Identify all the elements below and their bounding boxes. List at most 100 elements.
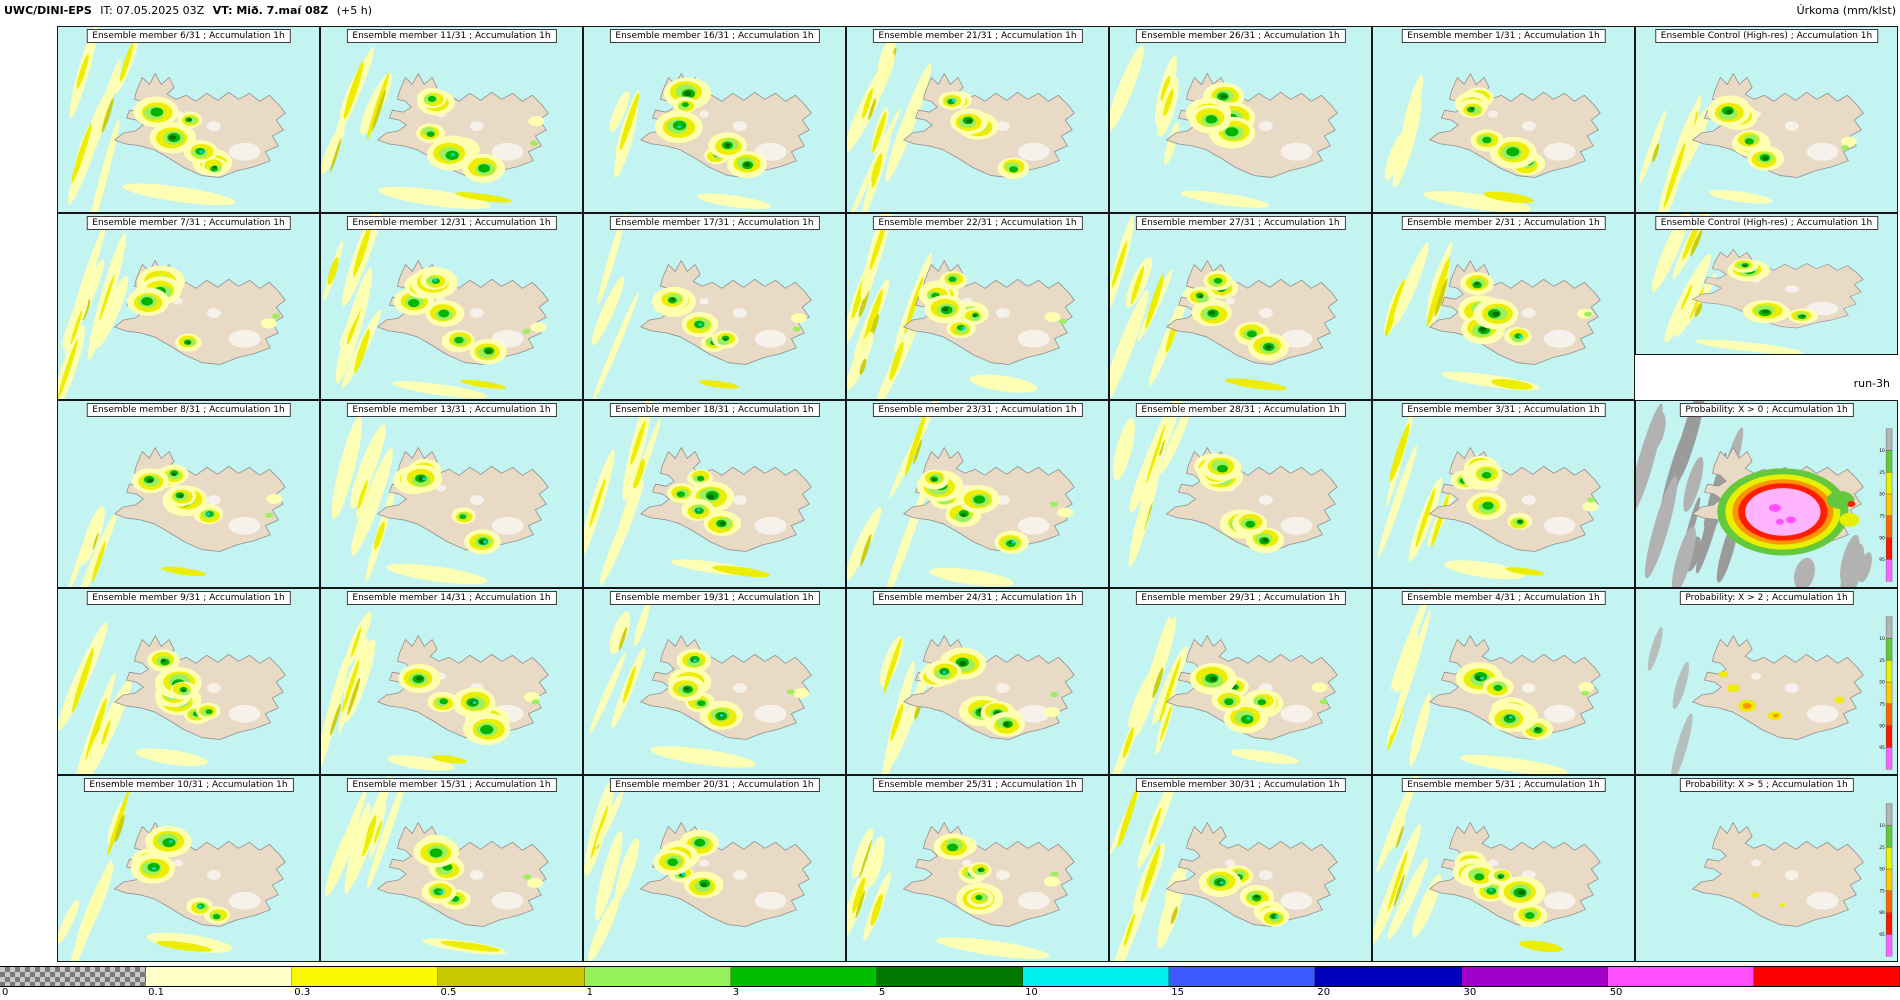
forecast-panel[interactable]: Ensemble member 20/31 ; Accumulation 1h [583, 774, 846, 962]
unit-label: Úrkoma (mm/klst) [1796, 4, 1896, 17]
panel-cell: Ensemble Control (High-res) ; Accumulati… [1635, 26, 1898, 214]
map-svg [584, 214, 845, 400]
panel-title: Ensemble member 6/31 ; Accumulation 1h [86, 29, 291, 43]
panel-cell: Ensemble member 20/31 ; Accumulation 1h [583, 774, 846, 962]
forecast-panel[interactable]: Ensemble member 27/31 ; Accumulation 1h [1109, 213, 1372, 401]
panel-cell: Ensemble member 28/31 ; Accumulation 1h [1109, 400, 1372, 588]
panel-cell: Ensemble member 15/31 ; Accumulation 1h [320, 774, 583, 962]
forecast-panel[interactable]: Ensemble Control (High-res) ; Accumulati… [1635, 26, 1898, 214]
forecast-panel[interactable]: Ensemble member 16/31 ; Accumulation 1h [583, 26, 846, 214]
panel-cell: Ensemble member 30/31 ; Accumulation 1h [1109, 774, 1372, 962]
colorbar-label: 15 [1171, 987, 1184, 998]
forecast-panel[interactable]: Ensemble member 29/31 ; Accumulation 1h [1109, 587, 1372, 775]
panel-title: Ensemble member 22/31 ; Accumulation 1h [872, 216, 1083, 231]
colorbar-label: 3 [732, 987, 740, 998]
panel-title: Ensemble member 27/31 ; Accumulation 1h [1135, 216, 1346, 231]
panel-cell: Ensemble member 21/31 ; Accumulation 1h [846, 26, 1109, 214]
forecast-panel[interactable]: Ensemble member 6/31 ; Accumulation 1h [57, 26, 320, 214]
forecast-panel[interactable]: Ensemble member 22/31 ; Accumulation 1h [846, 213, 1109, 401]
panel-cell: Ensemble member 9/31 ; Accumulation 1h [57, 587, 320, 775]
forecast-panel[interactable]: Ensemble member 18/31 ; Accumulation 1h [583, 400, 846, 588]
forecast-panel[interactable]: Ensemble member 3/31 ; Accumulation 1h [1372, 400, 1635, 588]
forecast-panel[interactable]: Ensemble member 24/31 ; Accumulation 1h [846, 587, 1109, 775]
map-svg: 10 25 50 75 90 95 [1636, 775, 1897, 961]
map-svg [847, 27, 1108, 213]
panel-cell: Ensemble member 11/31 ; Accumulation 1h [320, 26, 583, 214]
map-svg [584, 775, 845, 961]
panel-cell: Ensemble member 2/31 ; Accumulation 1h [1372, 213, 1635, 401]
panel-title: Probability: X > 0 ; Accumulation 1h [1679, 403, 1854, 418]
panel-cell: Ensemble member 14/31 ; Accumulation 1h [320, 587, 583, 775]
forecast-panel[interactable]: Ensemble member 7/31 ; Accumulation 1h [57, 213, 320, 401]
map-svg [321, 401, 582, 587]
lead-offset: (+5 h) [336, 4, 373, 17]
forecast-panel[interactable]: 10 25 50 75 90 95 Probability: X > 0 ; Accumul… [1635, 400, 1898, 588]
svg-text:25: 25 [1879, 657, 1885, 663]
forecast-panel[interactable]: Ensemble member 11/31 ; Accumulation 1h [320, 26, 583, 214]
map-svg [847, 214, 1108, 400]
forecast-panel[interactable]: Ensemble member 21/31 ; Accumulation 1h [846, 26, 1109, 214]
svg-text:50: 50 [1879, 866, 1885, 872]
svg-text:75: 75 [1879, 514, 1885, 520]
forecast-panel[interactable]: Ensemble member 26/31 ; Accumulation 1h [1109, 26, 1372, 214]
panel-title: Ensemble member 24/31 ; Accumulation 1h [872, 590, 1083, 605]
panel-cell: Ensemble member 29/31 ; Accumulation 1h [1109, 587, 1372, 775]
model-name: UWC/DINI-EPS [4, 4, 92, 17]
panel-title: Ensemble member 14/31 ; Accumulation 1h [346, 590, 557, 605]
map-svg [321, 588, 582, 774]
map-svg [1110, 401, 1371, 587]
forecast-panel[interactable]: Ensemble member 13/31 ; Accumulation 1h [320, 400, 583, 588]
panel-title: Ensemble member 7/31 ; Accumulation 1h [86, 216, 291, 231]
forecast-panel[interactable]: Ensemble member 28/31 ; Accumulation 1h [1109, 400, 1372, 588]
colorbar-segment [730, 967, 877, 986]
forecast-panel[interactable]: Ensemble member 25/31 ; Accumulation 1h [846, 774, 1109, 962]
forecast-panel[interactable]: Ensemble member 19/31 ; Accumulation 1h [583, 587, 846, 775]
forecast-panel[interactable]: Ensemble member 14/31 ; Accumulation 1h [320, 587, 583, 775]
panel-title: Ensemble member 29/31 ; Accumulation 1h [1135, 590, 1346, 605]
forecast-panel[interactable]: Ensemble member 12/31 ; Accumulation 1h [320, 213, 583, 401]
panel-cell: Ensemble member 3/31 ; Accumulation 1h [1372, 400, 1635, 588]
map-svg [1373, 214, 1634, 400]
panel-title: Ensemble member 21/31 ; Accumulation 1h [872, 29, 1083, 43]
svg-text:10: 10 [1879, 636, 1885, 642]
map-svg [1636, 27, 1897, 213]
panel-title: Ensemble member 30/31 ; Accumulation 1h [1135, 777, 1346, 792]
forecast-panel[interactable]: Ensemble member 17/31 ; Accumulation 1h [583, 213, 846, 401]
colorbar-segment [0, 967, 147, 986]
forecast-panel[interactable]: 10 25 50 75 90 95 Probability: X > 5 ; Accumul… [1635, 774, 1898, 962]
forecast-panel[interactable]: Ensemble member 1/31 ; Accumulation 1h [1372, 26, 1635, 214]
svg-text:90: 90 [1879, 723, 1885, 729]
panel-title: Probability: X > 5 ; Accumulation 1h [1679, 777, 1854, 792]
panel-cell: Ensemble member 19/31 ; Accumulation 1h [583, 587, 846, 775]
colorbar-segment [1607, 967, 1754, 986]
panel-cell: Ensemble member 16/31 ; Accumulation 1h [583, 26, 846, 214]
forecast-panel[interactable]: Ensemble member 8/31 ; Accumulation 1h [57, 400, 320, 588]
forecast-panel[interactable]: Ensemble member 15/31 ; Accumulation 1h [320, 774, 583, 962]
panel-title: Ensemble member 12/31 ; Accumulation 1h [346, 216, 557, 231]
svg-text:25: 25 [1879, 470, 1885, 476]
panel-cell: Ensemble member 18/31 ; Accumulation 1h [583, 400, 846, 588]
forecast-panel[interactable]: Ensemble member 5/31 ; Accumulation 1h [1372, 774, 1635, 962]
panel-title: Ensemble member 1/31 ; Accumulation 1h [1401, 29, 1606, 43]
forecast-panel[interactable]: Ensemble member 4/31 ; Accumulation 1h [1372, 587, 1635, 775]
svg-text:95: 95 [1879, 745, 1885, 751]
svg-text:75: 75 [1879, 701, 1885, 707]
colorbar-segment [1023, 967, 1170, 986]
forecast-panel[interactable]: Ensemble member 30/31 ; Accumulation 1h [1109, 774, 1372, 962]
panel-title: Ensemble member 19/31 ; Accumulation 1h [609, 590, 820, 605]
forecast-panel[interactable]: Ensemble member 2/31 ; Accumulation 1h [1372, 213, 1635, 401]
forecast-panel[interactable]: Ensemble member 10/31 ; Accumulation 1h [57, 774, 320, 962]
svg-text:95: 95 [1879, 557, 1885, 563]
map-svg [1636, 214, 1897, 355]
svg-text:10: 10 [1879, 823, 1885, 829]
colorbar-segment [1169, 967, 1316, 986]
panel-cell: Ensemble member 6/31 ; Accumulation 1h [57, 26, 320, 214]
forecast-panel[interactable]: Ensemble member 23/31 ; Accumulation 1h [846, 400, 1109, 588]
colorbar-segment [1315, 967, 1462, 986]
forecast-panel[interactable]: Ensemble Control (High-res) ; Accumulati… [1635, 213, 1898, 356]
forecast-panel[interactable]: Ensemble member 9/31 ; Accumulation 1h [57, 587, 320, 775]
forecast-panel[interactable]: 10 25 50 75 90 95 Probability: X > 2 ; Accumul… [1635, 587, 1898, 775]
colorbar-segment [1461, 967, 1608, 986]
panel-title: Ensemble member 13/31 ; Accumulation 1h [346, 403, 557, 418]
panel-title: Ensemble member 23/31 ; Accumulation 1h [872, 403, 1083, 418]
